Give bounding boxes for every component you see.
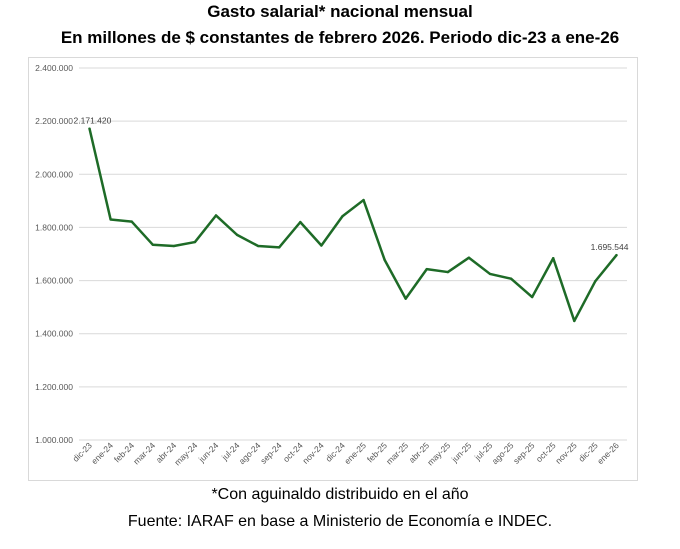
y-tick-label: 1.400.000 xyxy=(35,329,73,339)
data-point xyxy=(530,295,534,299)
data-point xyxy=(573,319,576,323)
data-point xyxy=(594,279,597,283)
y-tick-label: 2.400.000 xyxy=(35,63,73,73)
data-label: 1.695.544 xyxy=(591,242,629,252)
x-tick-label: ene-25 xyxy=(342,440,368,466)
data-point xyxy=(109,218,112,221)
x-tick-label: jun-25 xyxy=(449,440,474,465)
x-tick-label: mar-24 xyxy=(131,440,157,466)
x-tick-label: mar-25 xyxy=(384,440,410,466)
x-tick-label: nov-25 xyxy=(553,440,579,466)
y-tick-label: 1.200.000 xyxy=(35,382,73,392)
y-tick-label: 1.000.000 xyxy=(35,435,73,445)
x-tick-label: may-25 xyxy=(425,440,452,467)
chart-title: Gasto salarial* nacional mensual xyxy=(207,2,473,21)
line-chart: 1.000.000 1.200.000 1.400.000 1.600.000 1.80… xyxy=(35,63,629,467)
y-tick-label: 1.600.000 xyxy=(35,276,73,286)
data-point xyxy=(320,244,323,247)
data-point xyxy=(425,267,428,271)
x-tick-label: ene-24 xyxy=(89,440,115,466)
data-point xyxy=(615,253,618,257)
data-point xyxy=(151,243,154,246)
data-point xyxy=(172,244,176,248)
y-tick-label: 1.800.000 xyxy=(35,222,73,232)
chart-subtitle: En millones de $ constantes de febrero 2… xyxy=(60,28,620,47)
data-point xyxy=(509,277,513,280)
x-tick-label: ene-26 xyxy=(595,440,621,466)
footnote-aguinaldo: *Con aguinaldo distribuido en el año xyxy=(211,486,469,503)
data-point xyxy=(446,270,450,274)
x-tick-label: ago-24 xyxy=(237,440,263,466)
x-tick-label: jun-24 xyxy=(196,440,221,465)
data-point xyxy=(214,214,218,217)
data-point xyxy=(552,257,555,260)
y-tick-label: 2.200.000 xyxy=(35,116,73,126)
plot-area: 1.000.000 1.200.000 1.400.000 1.600.000 1.80… xyxy=(28,57,638,481)
x-tick-label: sep-24 xyxy=(258,440,284,466)
data-point xyxy=(130,220,133,223)
data-point xyxy=(383,258,386,262)
data-point xyxy=(235,233,239,237)
data-point xyxy=(341,215,344,218)
x-tick-label: may-24 xyxy=(172,440,199,467)
data-point xyxy=(193,240,197,244)
data-point xyxy=(404,297,407,300)
data-label: 2.171.420 xyxy=(74,116,112,126)
data-point xyxy=(467,256,471,259)
data-point xyxy=(362,198,365,202)
data-point xyxy=(299,220,302,224)
series-line xyxy=(88,127,618,323)
x-tick-label: nov-24 xyxy=(300,440,326,466)
data-point xyxy=(488,272,492,276)
source-note: Fuente: IARAF en base a Ministerio de Ec… xyxy=(127,513,553,530)
chart-title-block: Gasto salarial* nacional mensual En mill… xyxy=(0,0,680,51)
y-tick-label: 2.000.000 xyxy=(35,169,73,179)
x-tick-label: sep-25 xyxy=(511,440,537,466)
data-point xyxy=(278,246,281,249)
x-tick-label: ago-25 xyxy=(490,440,516,466)
data-point xyxy=(256,244,260,248)
data-point xyxy=(88,127,91,130)
